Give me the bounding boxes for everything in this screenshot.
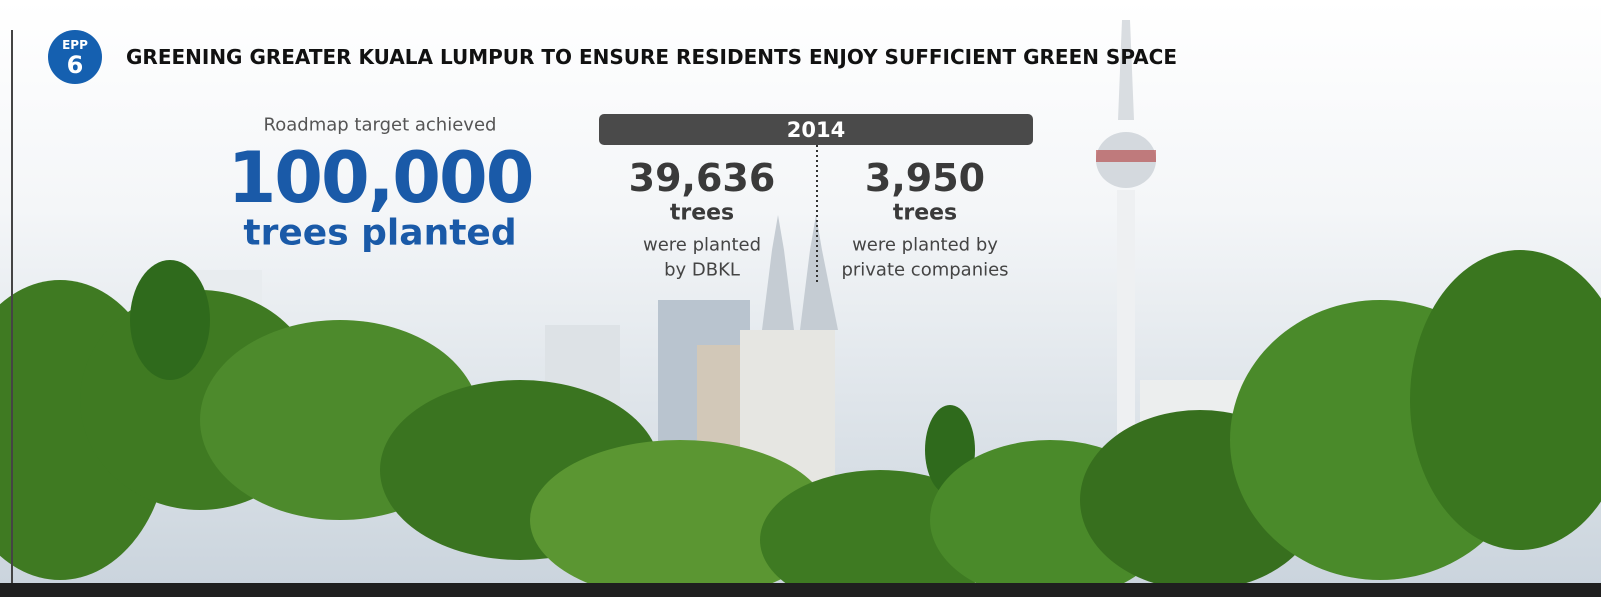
title: GREENING GREATER KUALA LUMPUR TO ENSURE … bbox=[126, 45, 1177, 69]
badge-number: 6 bbox=[66, 51, 84, 79]
stat-text: by DBKL bbox=[664, 259, 740, 281]
stat-unit: trees bbox=[669, 200, 735, 226]
stat-unit: trees bbox=[892, 200, 958, 226]
year: 2014 bbox=[786, 118, 846, 142]
target-caption: Roadmap target achieved bbox=[263, 114, 497, 136]
target-unit: trees planted bbox=[243, 212, 517, 254]
badge-label: EPP bbox=[62, 38, 88, 52]
stat-text: were planted bbox=[642, 234, 762, 256]
stat-value: 3,950 bbox=[864, 156, 986, 200]
stat-text: private companies bbox=[841, 259, 1009, 281]
target-value: 100,000 bbox=[227, 137, 535, 219]
stat-value: 39,636 bbox=[628, 156, 776, 200]
stat-text: were planted by bbox=[852, 234, 998, 256]
